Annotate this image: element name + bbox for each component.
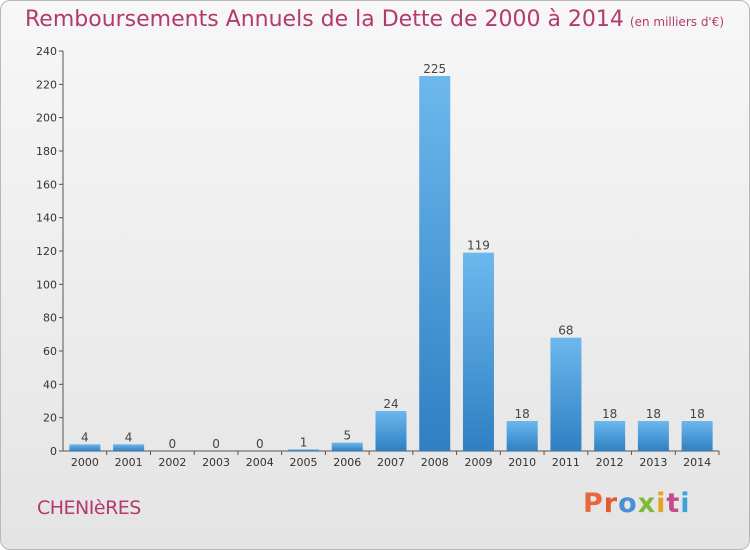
logo-letter: P	[583, 488, 604, 519]
bar	[550, 337, 582, 451]
x-tick-label: 2004	[246, 456, 274, 469]
x-tick-label: 2007	[377, 456, 405, 469]
x-tick-label: 2008	[421, 456, 449, 469]
bar	[331, 442, 363, 451]
x-tick-label: 2001	[115, 456, 143, 469]
bar-value-label: 18	[602, 407, 617, 421]
x-tick-label: 2011	[552, 456, 580, 469]
chart-title: Remboursements Annuels de la Dette de 20…	[25, 7, 724, 32]
logo-letter: r	[603, 488, 619, 519]
bar-value-label: 18	[515, 407, 530, 421]
x-tick-label: 2000	[71, 456, 99, 469]
bar-value-label: 18	[689, 407, 704, 421]
unit-label: (en milliers d'€)	[629, 15, 725, 29]
logo-letter: i	[680, 488, 691, 519]
y-tick-label: 0	[50, 445, 57, 458]
y-tick-label: 160	[36, 178, 57, 191]
bar	[462, 252, 494, 451]
bar-value-label: 119	[467, 239, 490, 253]
y-tick-label: 220	[36, 78, 57, 91]
y-tick-label: 60	[43, 345, 57, 358]
y-tick-label: 180	[36, 145, 57, 158]
proxiti-logo: Proxiti	[583, 488, 691, 519]
y-tick-label: 120	[36, 245, 57, 258]
x-tick-label: 2006	[333, 456, 361, 469]
bar	[288, 449, 320, 451]
bar	[506, 421, 538, 451]
bar	[419, 76, 451, 451]
bar-value-label: 225	[423, 62, 446, 76]
logo-letter: x	[637, 488, 657, 519]
x-tick-label: 2009	[464, 456, 492, 469]
bar-value-label: 0	[169, 437, 177, 451]
bar-value-label: 4	[125, 430, 133, 444]
x-tick-label: 2002	[158, 456, 186, 469]
x-tick-label: 2010	[508, 456, 536, 469]
bar-value-label: 18	[646, 407, 661, 421]
bar	[681, 421, 713, 451]
y-tick-label: 40	[43, 378, 57, 391]
bar-value-label: 24	[383, 397, 398, 411]
bar-value-label: 68	[558, 324, 573, 338]
y-tick-label: 100	[36, 278, 57, 291]
bar	[69, 444, 101, 451]
x-tick-label: 2005	[290, 456, 318, 469]
bar	[594, 421, 626, 451]
x-tick-label: 2013	[639, 456, 667, 469]
x-tick-label: 2012	[596, 456, 624, 469]
y-tick-label: 240	[36, 45, 57, 58]
bar-value-label: 1	[300, 435, 308, 449]
title-text: Remboursements Annuels de la Dette de 20…	[25, 7, 624, 32]
bar-value-label: 5	[343, 429, 351, 443]
commune-name: CHENIèRES	[37, 497, 141, 519]
bar-value-label: 0	[212, 437, 220, 451]
logo-letter: o	[618, 488, 638, 519]
bar-value-label: 4	[81, 430, 89, 444]
bar	[113, 444, 145, 451]
y-tick-label: 140	[36, 212, 57, 225]
bar	[637, 421, 669, 451]
bar	[375, 411, 407, 451]
y-tick-label: 80	[43, 312, 57, 325]
bar-value-label: 0	[256, 437, 264, 451]
logo-letter: t	[666, 488, 681, 519]
x-tick-label: 2003	[202, 456, 230, 469]
y-tick-label: 200	[36, 112, 57, 125]
y-tick-label: 20	[43, 412, 57, 425]
logo-letter: i	[656, 488, 667, 519]
x-tick-label: 2014	[683, 456, 711, 469]
